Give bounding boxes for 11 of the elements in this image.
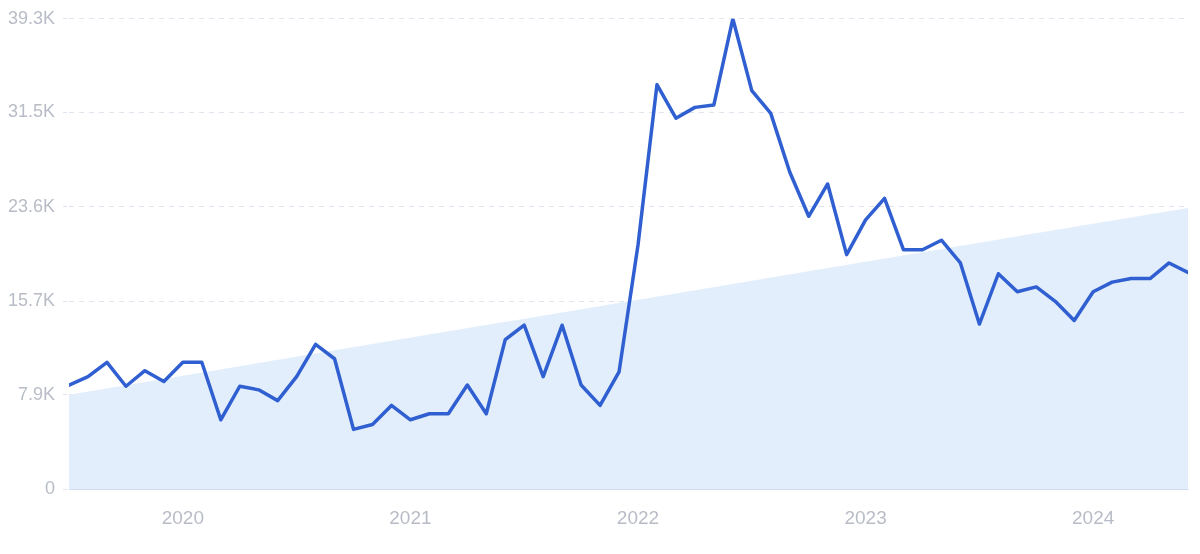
x-tick-label: 2022 xyxy=(616,506,660,528)
x-tick-label: 2024 xyxy=(1072,506,1115,528)
x-tick-label: 2023 xyxy=(844,506,887,528)
y-tick-label: 15.7K xyxy=(7,290,56,311)
x-tick-label: 2020 xyxy=(161,506,204,528)
y-tick-label: 23.6K xyxy=(7,195,56,216)
y-tick-label: 31.5K xyxy=(7,101,56,122)
y-tick-label: 39.3K xyxy=(7,7,56,28)
x-tick-label: 2021 xyxy=(389,506,432,528)
y-tick-label: 7.9K xyxy=(18,383,56,404)
y-tick-label: 0 xyxy=(45,478,56,499)
